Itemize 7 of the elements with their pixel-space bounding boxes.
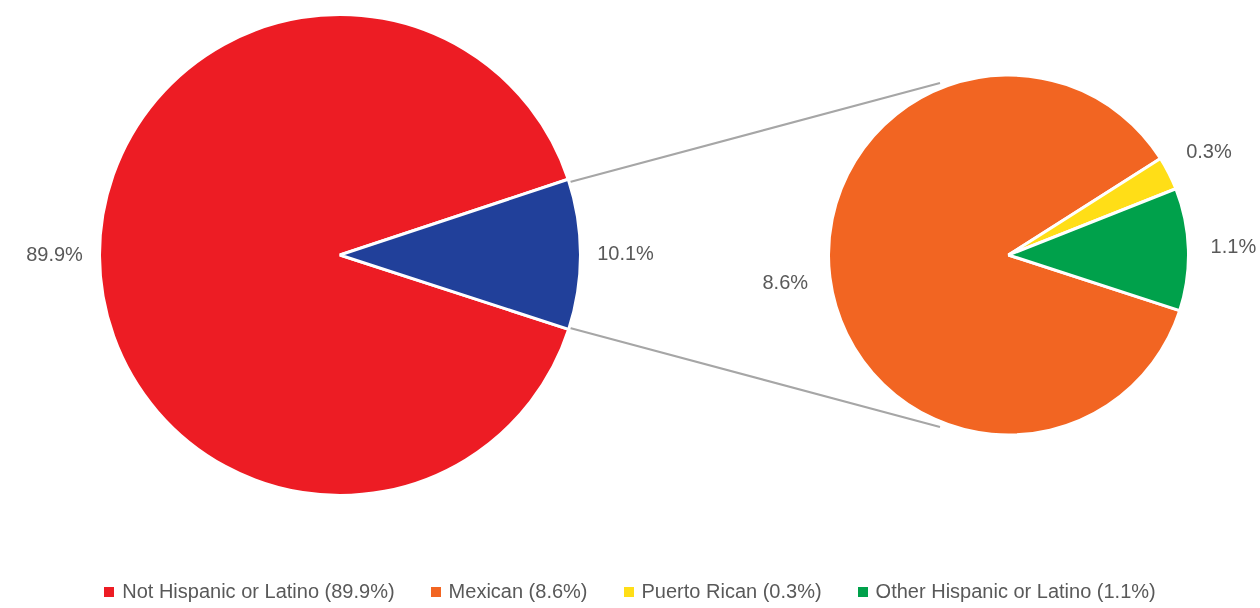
data-label: 89.9% [26,243,84,266]
legend-label: Not Hispanic or Latino (89.9%) [122,580,395,603]
data-label: 0.3% [1186,140,1232,163]
data-label: 1.1% [1210,235,1257,258]
legend-label: Puerto Rican (0.3%) [641,580,822,603]
legend-label: Mexican (8.6%) [448,580,588,603]
legend-label: Other Hispanic or Latino (1.1%) [875,580,1156,603]
